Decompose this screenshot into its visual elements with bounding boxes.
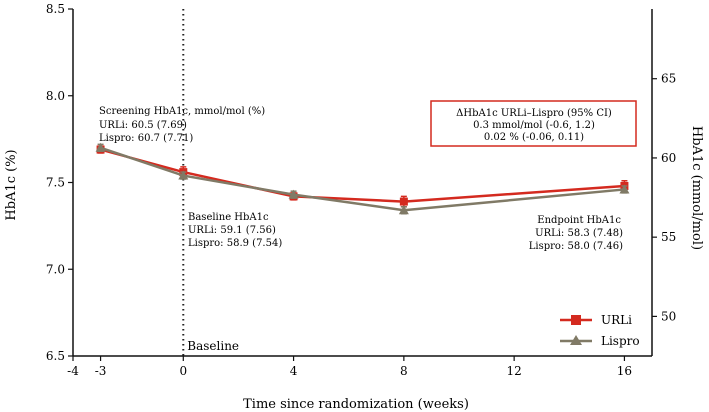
endpoint-lispro: Lispro: 58.0 (7.46) xyxy=(529,241,623,252)
legend-label-lispro: Lispro xyxy=(601,334,640,348)
screening-title: Screening HbA1c, mmol/mol (%) xyxy=(99,106,265,117)
endpoint-title: Endpoint HbA1c xyxy=(537,215,621,226)
legend-label-urli: URLi xyxy=(601,313,632,327)
baseline-urli: URLi: 59.1 (7.56) xyxy=(188,225,276,236)
delta-mmol: 0.3 mmol/mol (-0.6, 1.2) xyxy=(473,120,595,131)
y-axis-label-left: HbA1c (%) xyxy=(4,149,19,220)
y-tick-label-right: 60 xyxy=(661,151,676,165)
data-point-lispro xyxy=(178,170,189,180)
delta-title: ΔHbA1c URLi–Lispro (95% CI) xyxy=(456,108,612,119)
y-tick-label-right: 65 xyxy=(661,72,676,86)
data-point-lispro xyxy=(95,142,106,152)
series-lispro xyxy=(95,142,630,215)
y-axis-label-right: HbA1c (mmol/mol) xyxy=(689,126,704,250)
y-tick-label-left: 6.5 xyxy=(46,349,65,363)
baseline-title: Baseline HbA1c xyxy=(188,212,269,223)
delta-box: ΔHbA1c URLi–Lispro (95% CI) 0.3 mmol/mol… xyxy=(430,100,637,147)
endpoint-urli: URLi: 58.3 (7.48) xyxy=(535,228,623,239)
y-tick-label-right: 50 xyxy=(661,309,676,323)
data-point-lispro xyxy=(288,189,299,199)
data-point-urli xyxy=(399,197,408,206)
x-tick-label: 8 xyxy=(400,364,408,378)
y-tick-label-right: 55 xyxy=(661,230,676,244)
series-layer xyxy=(95,142,630,215)
series-line-urli xyxy=(100,148,625,203)
y-tick-label-left: 7.0 xyxy=(46,262,65,276)
endpoint-annotation: Endpoint HbA1c URLi: 58.3 (7.48) Lispro:… xyxy=(529,215,623,252)
screening-lispro: Lispro: 60.7 (7.71) xyxy=(99,133,193,144)
baseline-lispro: Lispro: 58.9 (7.54) xyxy=(188,238,282,249)
x-tick-label: -4 xyxy=(67,364,79,378)
data-point-lispro xyxy=(619,184,630,194)
x-tick-label: 12 xyxy=(507,364,522,378)
x-tick-label: 16 xyxy=(617,364,632,378)
x-tick-label: 0 xyxy=(179,364,187,378)
ticks: -4 -3 0 4 8 12 16 6.5 7.0 7.5 8.0 8.5 50 55 60 65 xyxy=(46,2,676,378)
screening-annotation: Screening HbA1c, mmol/mol (%) URLi: 60.5… xyxy=(99,106,265,144)
x-tick-label: 4 xyxy=(290,364,298,378)
y-tick-label-left: 8.0 xyxy=(46,89,65,103)
screening-urli: URLi: 60.5 (7.69) xyxy=(99,120,187,131)
legend-item-urli: URLi xyxy=(560,313,632,327)
delta-box-border xyxy=(430,100,637,147)
legend-marker-lispro xyxy=(570,335,582,345)
y-tick-label-left: 7.5 xyxy=(46,176,65,190)
axes xyxy=(72,9,653,357)
x-axis-label: Time since randomization (weeks) xyxy=(243,397,469,412)
data-point-lispro xyxy=(398,205,409,215)
legend-item-lispro: Lispro xyxy=(560,334,640,348)
legend: URLi Lispro xyxy=(560,313,640,348)
baseline-label: Baseline xyxy=(187,339,239,353)
legend-marker-urli xyxy=(571,315,581,325)
x-tick-label: -3 xyxy=(95,364,107,378)
baseline-annotation: Baseline HbA1c URLi: 59.1 (7.56) Lispro:… xyxy=(188,212,282,249)
y-tick-label-left: 8.5 xyxy=(46,2,65,16)
delta-percent: 0.02 % (-0.06, 0.11) xyxy=(484,132,584,143)
